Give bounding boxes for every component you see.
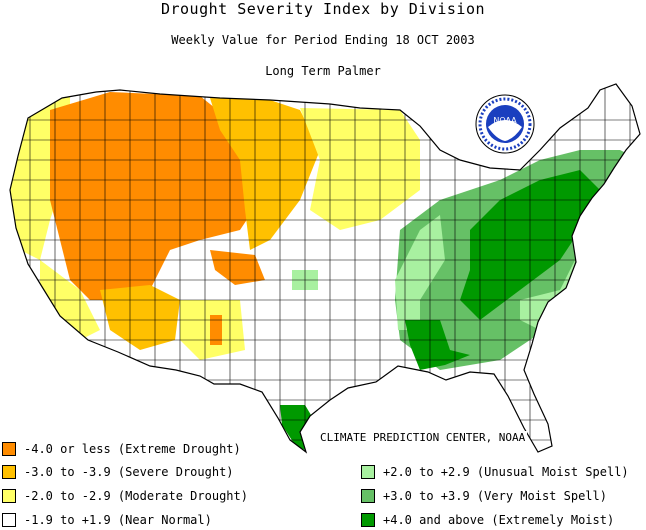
legend-item-extremely-moist: +4.0 and above (Extremely Moist) — [361, 513, 614, 527]
legend-label: +2.0 to +2.9 (Unusual Moist Spell) — [383, 465, 629, 479]
legend-swatch-extremely-moist — [361, 513, 375, 527]
legend-item-severe-drought: -3.0 to -3.9 (Severe Drought) — [2, 465, 234, 479]
unusual-moist-region-fringe — [395, 215, 445, 330]
legend-label: +4.0 and above (Extremely Moist) — [383, 513, 615, 527]
legend-swatch-near-normal — [2, 513, 16, 527]
severe-drought-region-southwest — [100, 285, 180, 350]
legend-label: -1.9 to +1.9 (Near Normal) — [24, 513, 212, 527]
index-name: Long Term Palmer — [265, 64, 381, 78]
legend-item-moderate-drought: -2.0 to -2.9 (Moderate Drought) — [2, 489, 248, 503]
legend-swatch-unusual-moist — [361, 465, 375, 479]
severe-drought-region-plains — [210, 98, 320, 250]
credit-label: CLIMATE PREDICTION CENTER, NOAA — [318, 431, 528, 444]
extreme-drought-region-colorado — [210, 250, 265, 285]
legend-item-extreme-drought: -4.0 or less (Extreme Drought) — [2, 442, 241, 456]
extreme-drought-region-new-mexico — [210, 315, 222, 345]
map-subtitle: Weekly Value for Period Ending 18 OCT 20… — [171, 33, 475, 47]
legend-item-near-normal: -1.9 to +1.9 (Near Normal) — [2, 513, 212, 527]
legend-swatch-moderate-drought — [2, 489, 16, 503]
legend-label: -3.0 to -3.9 (Severe Drought) — [24, 465, 234, 479]
noaa-logo: NOAA — [475, 94, 535, 154]
legend-swatch-very-moist — [361, 489, 375, 503]
legend-swatch-severe-drought — [2, 465, 16, 479]
unusual-moist-region-southeast — [520, 260, 575, 330]
map-title: Drought Severity Index by Division — [160, 0, 486, 18]
extremely-moist-region-mississippi — [405, 320, 470, 370]
legend-swatch-extreme-drought — [2, 442, 16, 456]
legend-label: +3.0 to +3.9 (Very Moist Spell) — [383, 489, 607, 503]
noaa-logo-text: NOAA — [493, 116, 517, 125]
legend-label: -4.0 or less (Extreme Drought) — [24, 442, 241, 456]
legend-label: -2.0 to -2.9 (Moderate Drought) — [24, 489, 248, 503]
legend-item-very-moist: +3.0 to +3.9 (Very Moist Spell) — [361, 489, 607, 503]
legend-item-unusual-moist: +2.0 to +2.9 (Unusual Moist Spell) — [361, 465, 629, 479]
drought-regions — [10, 84, 640, 452]
